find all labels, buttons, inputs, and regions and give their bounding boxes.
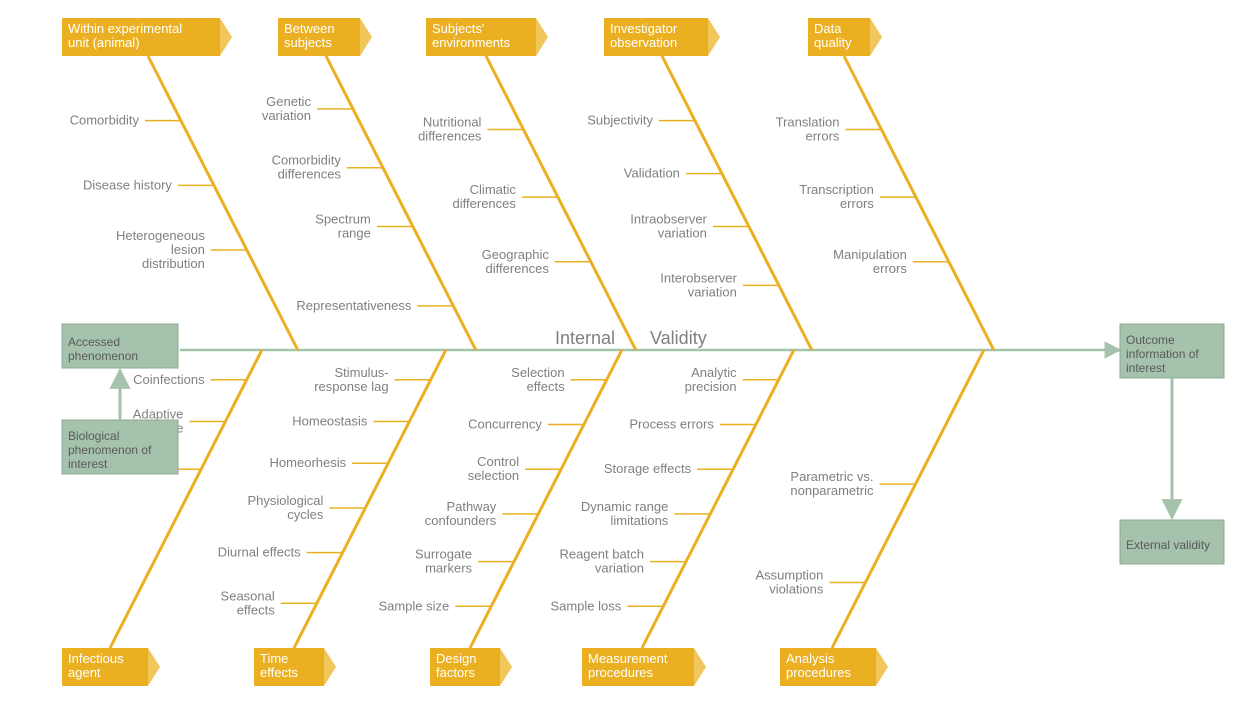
cause-label: Assumptionviolations [755, 567, 823, 596]
fishbone-diagram: InternalValidityWithin experimentalunit … [0, 0, 1245, 725]
cause-label: Manipulationerrors [833, 247, 907, 276]
cause-label: Intraobservervariation [630, 212, 707, 241]
cause-label: Heterogeneouslesiondistribution [116, 228, 205, 271]
cause-label: Reagent batchvariation [559, 547, 644, 576]
category-accent [708, 18, 720, 56]
cause-label: Nutritionaldifferences [418, 115, 482, 144]
cause-label: Comorbiditydifferences [272, 153, 342, 182]
category-accent [536, 18, 548, 56]
cause-label: Parametric vs.nonparametric [790, 469, 874, 498]
bone [832, 350, 984, 648]
spine-label-right: Validity [650, 328, 707, 348]
category-accent [694, 648, 706, 686]
cause-label: Transcriptionerrors [799, 182, 874, 211]
cause-label: Interobservervariation [660, 270, 737, 299]
category-label: Designfactors [436, 651, 476, 680]
cause-label: Translationerrors [776, 115, 840, 144]
cause-label: Geneticvariation [262, 94, 312, 123]
cause-label: Coinfections [133, 372, 205, 387]
cause-label: Controlselection [468, 454, 519, 483]
spine-label-left: Internal [555, 328, 615, 348]
cause-label: Pathwayconfounders [425, 499, 497, 528]
cause-label: Homeorhesis [270, 455, 347, 470]
cause-label: Selectioneffects [511, 365, 565, 394]
category-label: Betweensubjects [284, 21, 335, 50]
cause-label: Storage effects [604, 461, 692, 476]
category-accent [148, 648, 160, 686]
cause-label: Concurrency [468, 417, 542, 432]
cause-label: Surrogatemarkers [415, 547, 473, 576]
cause-label: Sample loss [550, 598, 621, 613]
category-accent [870, 18, 882, 56]
bone [662, 56, 812, 350]
cause-label: Sample size [378, 598, 449, 613]
cause-label: Disease history [83, 177, 172, 192]
category-accent [500, 648, 512, 686]
cause-label: Analyticprecision [685, 365, 738, 394]
category-accent [360, 18, 372, 56]
cause-label: Subjectivity [587, 113, 653, 128]
cause-label: Process errors [629, 417, 714, 432]
category-accent [876, 648, 888, 686]
cause-label: Homeostasis [292, 414, 368, 429]
cause-label: Climaticdifferences [453, 182, 517, 211]
cause-label: Geographicdifferences [482, 247, 550, 276]
cause-label: Dynamic rangelimitations [581, 499, 669, 528]
box-label-external: External validity [1126, 538, 1210, 552]
category-label: Investigatorobservation [610, 21, 678, 50]
cause-label: Comorbidity [70, 113, 140, 128]
category-accent [324, 648, 336, 686]
cause-label: Physiologicalcycles [247, 493, 323, 522]
category-accent [220, 18, 232, 56]
cause-label: Representativeness [296, 298, 411, 313]
cause-label: Spectrumrange [315, 212, 371, 241]
cause-label: Validation [624, 166, 680, 181]
cause-label: Stimulus-response lag [314, 365, 388, 394]
cause-label: Diurnal effects [218, 545, 301, 560]
cause-label: Seasonaleffects [221, 588, 276, 617]
